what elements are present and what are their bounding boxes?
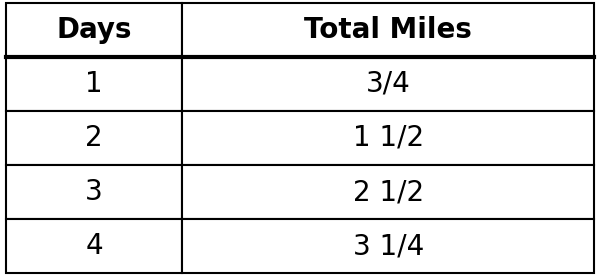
Text: 1: 1 [85,70,103,98]
Text: 2 1/2: 2 1/2 [353,178,424,206]
Text: Total Miles: Total Miles [304,16,472,44]
Text: 3/4: 3/4 [366,70,410,98]
Text: 4: 4 [85,232,103,260]
Bar [6,57,182,111]
Text: 1 1/2: 1 1/2 [353,124,424,152]
Bar [6,3,182,57]
Bar [182,3,594,57]
Text: 2: 2 [85,124,103,152]
Text: 3 1/4: 3 1/4 [353,232,424,260]
Bar [182,111,594,165]
Bar [182,165,594,219]
Bar [6,219,182,273]
Bar [6,111,182,165]
Bar [6,165,182,219]
Bar [182,57,594,111]
Text: 3: 3 [85,178,103,206]
Text: Days: Days [56,16,132,44]
Bar [182,219,594,273]
